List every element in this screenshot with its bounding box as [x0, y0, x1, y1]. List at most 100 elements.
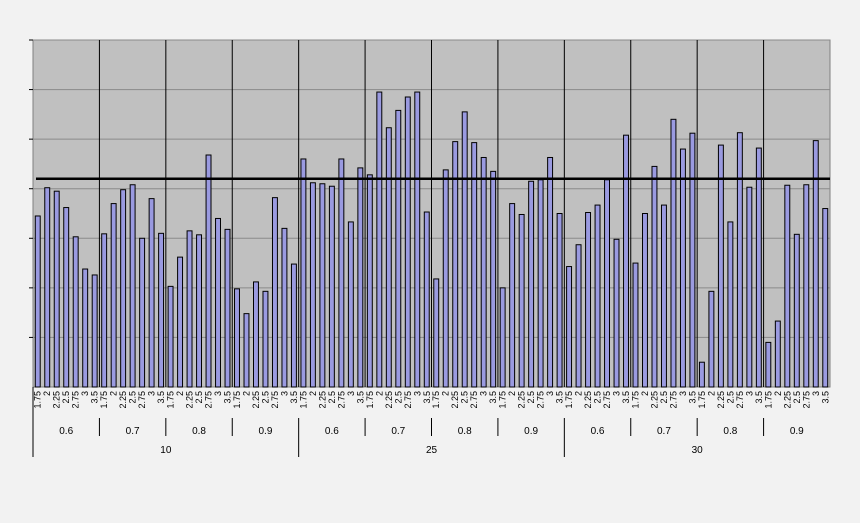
- bar: [765, 341, 772, 388]
- bar: [717, 144, 724, 388]
- x-tick-label: 2.75: [71, 391, 81, 409]
- bar: [101, 233, 108, 388]
- bar: [271, 197, 278, 388]
- x-tick-label: 3: [678, 391, 688, 396]
- x-tick-label: 3.5: [555, 391, 565, 404]
- level2-label: 0.7: [391, 426, 405, 437]
- bars: [34, 91, 829, 388]
- x-tick-label: 2.75: [668, 391, 678, 409]
- bar: [167, 285, 174, 388]
- bar: [471, 142, 478, 388]
- x-tick-label: 2.75: [204, 391, 214, 409]
- bar: [300, 158, 307, 388]
- y-axis-ticks: [29, 39, 33, 338]
- x-tick-label: 3: [147, 391, 157, 396]
- bar: [822, 208, 829, 388]
- x-tick-label: 2.5: [659, 391, 669, 404]
- x-tick-label: 2: [640, 391, 650, 396]
- bar: [205, 154, 212, 388]
- bar: [234, 288, 240, 388]
- x-tick-label: 2.5: [327, 391, 337, 404]
- level2-label: 0.9: [259, 426, 273, 437]
- bar: [290, 263, 297, 388]
- bar: [347, 221, 354, 388]
- bar: [452, 141, 459, 388]
- bar: [670, 118, 677, 388]
- bar: [328, 185, 335, 388]
- x-tick-label: 3.5: [289, 391, 299, 404]
- x-tick-label: 1.75: [564, 391, 574, 409]
- bar: [120, 189, 127, 388]
- bar: [537, 179, 544, 388]
- x-tick-label: 3.5: [754, 391, 764, 404]
- x-tick-label: 2: [175, 391, 185, 396]
- x-tick-label: 2: [308, 391, 318, 396]
- bar: [547, 156, 554, 388]
- bar: [613, 238, 620, 388]
- bar: [660, 204, 667, 388]
- bar: [196, 234, 203, 388]
- bar: [727, 221, 734, 388]
- x-tick-label: 3.5: [90, 391, 100, 404]
- bar: [53, 190, 60, 388]
- bar: [253, 281, 259, 388]
- level3-label: 30: [692, 445, 704, 456]
- level2-label: 0.6: [591, 426, 605, 437]
- bar: [243, 313, 250, 388]
- bar: [708, 290, 715, 388]
- x-tick-label: 2.75: [735, 391, 745, 409]
- x-tick-labels: 1.75 2 2.25 2.5 2.75 3 3.5 1.75 2 2.25 2.5 2.75 3 3.5…: [33, 391, 831, 409]
- x-tick-label: 1.75: [431, 391, 441, 409]
- x-tick-label: 2: [42, 391, 52, 396]
- x-tick-label: 2.5: [725, 391, 735, 404]
- bar: [414, 91, 421, 388]
- level2-label: 0.6: [59, 426, 73, 437]
- x-tick-label: 3: [479, 391, 489, 396]
- x-tick-label: 3.5: [488, 391, 498, 404]
- x-tick-label: 2.25: [317, 391, 327, 409]
- bar: [433, 278, 440, 388]
- bar: [82, 268, 89, 388]
- x-tick-label: 3: [612, 391, 622, 396]
- bar: [129, 184, 136, 388]
- x-tick-label: 2.75: [403, 391, 413, 409]
- x-tick-label: 1.75: [498, 391, 508, 409]
- x-tick-label: 2: [109, 391, 119, 396]
- x-tick-label: 1.75: [697, 391, 707, 409]
- bar: [784, 184, 791, 388]
- x-tick-label: 3.5: [820, 391, 830, 404]
- bar: [376, 91, 383, 388]
- x-tick-label: 2: [507, 391, 517, 396]
- group-dividers: [98, 40, 765, 387]
- x-tick-label: 1.75: [763, 391, 773, 409]
- bar: [793, 233, 800, 388]
- level3-label: 25: [426, 445, 438, 456]
- bar: [774, 320, 781, 388]
- bar: [490, 170, 497, 388]
- bar: [755, 147, 762, 388]
- level2-label: 0.9: [790, 426, 804, 437]
- x-tick-label: 2.75: [336, 391, 346, 409]
- x-tick-label: 2.75: [137, 391, 147, 409]
- x-tick-label: 1.75: [365, 391, 375, 409]
- x-tick-label: 3.5: [687, 391, 697, 404]
- x-tick-label: 1.75: [166, 391, 176, 409]
- level2-label: 0.7: [657, 426, 671, 437]
- bar: [34, 215, 41, 388]
- bar: [623, 134, 629, 388]
- bar: [679, 148, 686, 388]
- bar: [395, 109, 402, 388]
- level2-labels: 0.6 0.7 0.8 0.9 0.6 0.7 0.8 0.9 0.6 0.7 0.8 0.9: [32, 387, 804, 457]
- bar: [566, 266, 573, 388]
- bar: [281, 227, 288, 388]
- x-tick-label: 3: [279, 391, 289, 396]
- bar: [357, 167, 364, 388]
- x-tick-label: 2.5: [61, 391, 71, 404]
- x-tick-label: 2: [773, 391, 783, 396]
- bar: [215, 217, 221, 388]
- bar: [812, 140, 819, 388]
- bar: [224, 228, 231, 388]
- x-tick-label: 2.75: [469, 391, 479, 409]
- bar: [63, 207, 70, 388]
- x-tick-label: 3: [744, 391, 754, 396]
